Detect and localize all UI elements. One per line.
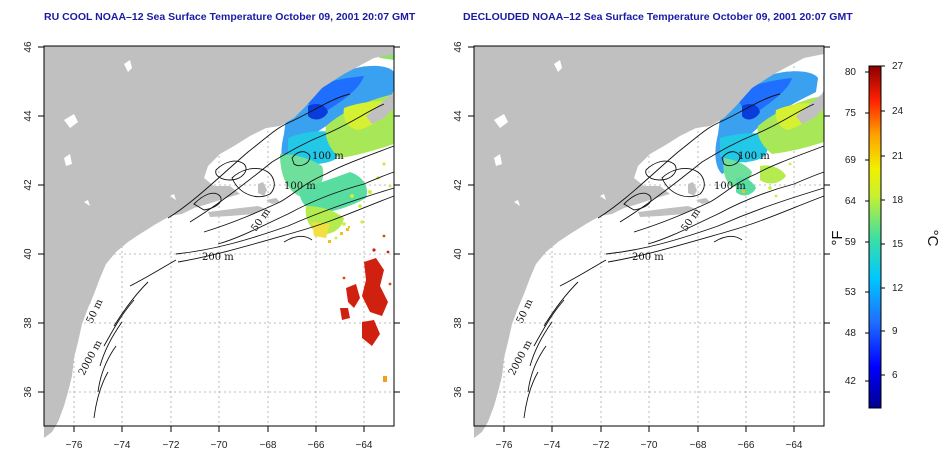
colorbar-f-tick: 59 [845, 237, 857, 248]
left-map-panel: 100 m 100 m 50 m 200 m 50 m 2000 m [43, 45, 395, 438]
right-lon-label: −74 [544, 440, 561, 451]
left-lat-labels: 36 38 40 42 44 46 [23, 41, 34, 398]
left-lon-label: −74 [114, 440, 131, 451]
colorbar-c-tick: 18 [892, 195, 904, 206]
left-lon-label: −64 [356, 440, 373, 451]
left-lon-label: −68 [260, 440, 277, 451]
colorbar: 80 75 69 64 59 53 48 42 27 24 21 18 15 1… [829, 61, 941, 409]
left-contour-label-100m-north: 100 m [312, 151, 344, 162]
left-lon-label: −72 [163, 440, 180, 451]
colorbar-f-tick: 69 [845, 155, 857, 166]
right-lon-labels: −76 −74 −72 −70 −68 −66 −64 [496, 440, 803, 451]
colorbar-c-tick: 15 [892, 239, 904, 250]
left-land-details [64, 60, 176, 206]
right-lon-label: −64 [786, 440, 803, 451]
right-lat-axis [468, 46, 830, 393]
colorbar-f-tick: 75 [845, 108, 857, 119]
left-lat-label: 46 [23, 41, 34, 53]
right-lat-label: 40 [453, 248, 464, 260]
left-lat-label: 44 [23, 110, 34, 122]
left-lat-label: 36 [23, 386, 34, 398]
right-lon-axis [503, 426, 795, 432]
colorbar-f-tick: 64 [845, 196, 857, 207]
left-lon-label: −66 [308, 440, 325, 451]
left-lat-label: 40 [23, 248, 34, 260]
left-map-title: RU COOL NOAA–12 Sea Surface Temperature … [44, 11, 416, 23]
colorbar-f-tick: 80 [845, 67, 857, 78]
colorbar-c-tick: 24 [892, 106, 904, 117]
left-lon-label: −76 [66, 440, 83, 451]
left-lon-axis [73, 426, 365, 432]
colorbar-c-tick: 9 [892, 326, 898, 337]
right-lat-labels: 36 38 40 42 44 46 [453, 41, 464, 398]
colorbar-ticks [865, 65, 885, 382]
right-map-panel: 100 m 100 m 50 m 200 m 50 m 2000 m [473, 45, 825, 438]
right-lon-label: −68 [690, 440, 707, 451]
left-contour-label-100m-south: 100 m [284, 181, 316, 192]
colorbar-c-tick: 27 [892, 61, 904, 72]
colorbar-c-tick: 21 [892, 151, 904, 162]
left-contour-label-200m: 200 m [202, 252, 234, 263]
left-lon-labels: −76 −74 −72 −70 −68 −66 −64 [66, 440, 373, 451]
right-lat-label: 36 [453, 386, 464, 398]
right-land-details [494, 60, 606, 206]
right-contour-label-200m: 200 m [632, 252, 664, 263]
right-lon-label: −70 [641, 440, 658, 451]
colorbar-celsius-ticks: 27 24 21 18 15 12 9 6 [892, 61, 904, 381]
right-contour-label-100m-north: 100 m [738, 151, 770, 162]
colorbar-c-tick: 6 [892, 370, 898, 381]
left-lat-axis [38, 46, 400, 393]
right-lon-label: −76 [496, 440, 513, 451]
left-lat-label: 38 [23, 317, 34, 329]
colorbar-fahrenheit-label: °F [829, 230, 846, 245]
right-map-title: DECLOUDED NOAA–12 Sea Surface Temperatur… [463, 11, 853, 23]
right-lon-label: −72 [593, 440, 610, 451]
colorbar-c-tick: 12 [892, 283, 904, 294]
colorbar-f-tick: 53 [845, 287, 857, 298]
left-lat-label: 42 [23, 179, 34, 191]
right-lat-label: 44 [453, 110, 464, 122]
right-lat-label: 42 [453, 179, 464, 191]
colorbar-f-tick: 48 [845, 328, 857, 339]
colorbar-f-tick: 42 [845, 376, 857, 387]
right-contour-label-100m-south: 100 m [714, 181, 746, 192]
right-lat-label: 38 [453, 317, 464, 329]
colorbar-fahrenheit-ticks: 80 75 69 64 59 53 48 42 [845, 67, 857, 387]
left-lon-label: −70 [211, 440, 228, 451]
colorbar-celsius-label: °C [924, 230, 941, 247]
right-lon-label: −66 [738, 440, 755, 451]
right-lat-label: 46 [453, 41, 464, 53]
colorbar-gradient [868, 65, 882, 409]
